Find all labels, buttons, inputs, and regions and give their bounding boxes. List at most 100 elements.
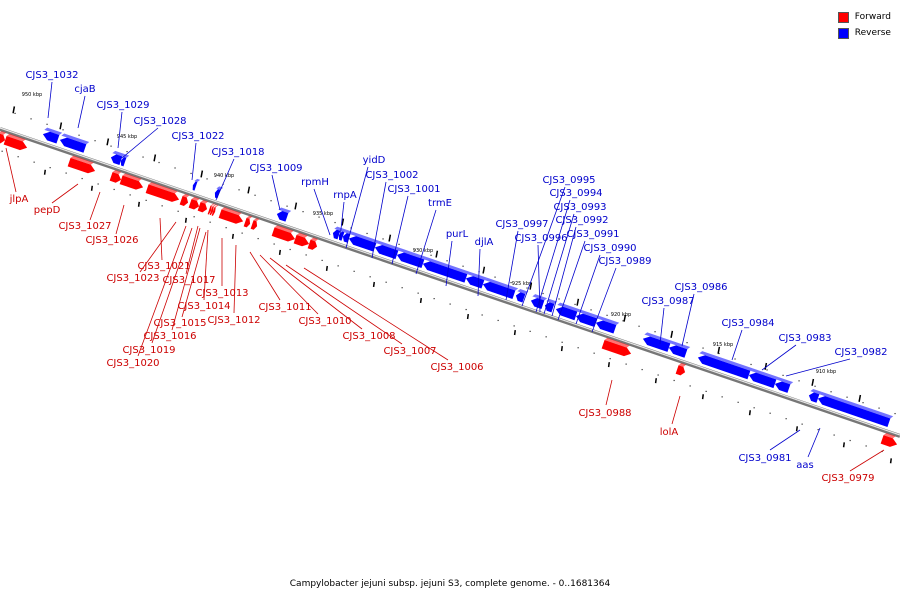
minor-tick-dot — [14, 112, 16, 114]
tick-label: 915 kbp — [713, 342, 733, 348]
minor-tick-dot — [225, 227, 227, 229]
minor-tick-dot — [862, 402, 864, 404]
gene-top — [546, 298, 558, 304]
minor-tick-dot — [753, 407, 755, 409]
major-tick — [137, 201, 140, 207]
major-tick — [184, 217, 187, 223]
reverse-gene — [374, 240, 402, 260]
major-tick — [372, 281, 375, 288]
forward-gene — [207, 203, 215, 215]
gene-label: CJS3_1021 — [137, 261, 190, 272]
major-tick — [842, 442, 845, 448]
reverse-gene — [575, 309, 601, 328]
gene-body — [119, 175, 144, 190]
backbone — [0, 127, 900, 438]
forward-gene — [188, 196, 200, 210]
minor-tick-dot — [398, 243, 400, 245]
gene-body — [774, 381, 791, 393]
gene-label: CJS3_0986 — [674, 282, 727, 293]
gene-body — [211, 206, 216, 216]
reverse-gene — [59, 133, 90, 153]
leader-line — [51, 183, 79, 204]
major-tick — [607, 362, 610, 368]
minor-tick-dot — [401, 287, 403, 289]
reverse-gene — [544, 298, 558, 313]
minor-tick-dot — [814, 385, 816, 387]
major-tick — [701, 394, 704, 400]
gene-label: CJS3_0994 — [549, 188, 602, 199]
major-tick — [200, 170, 204, 178]
minor-tick-dot — [497, 319, 499, 322]
gene-top — [597, 316, 620, 325]
minor-tick-dot — [542, 292, 544, 295]
gene-body — [293, 234, 310, 247]
gene-top — [484, 277, 519, 291]
leader-line — [591, 267, 617, 333]
gene-label: aas — [796, 460, 813, 471]
minor-tick-dot — [849, 439, 851, 442]
gene-body — [250, 220, 258, 230]
gene-body — [465, 276, 485, 289]
major-tick — [247, 186, 251, 194]
gene-label: CJS3_0981 — [738, 453, 791, 464]
minor-tick-dot — [142, 156, 144, 158]
minor-tick-dot — [446, 260, 448, 262]
minor-tick-dot — [833, 434, 835, 436]
forward-gene — [0, 131, 7, 144]
gene-body — [748, 372, 777, 389]
forward-gene — [601, 337, 632, 357]
minor-tick-dot — [145, 199, 147, 201]
gene-body — [179, 196, 189, 206]
gene-label: CJS3_1032 — [25, 70, 78, 81]
reverse-gene — [348, 232, 380, 252]
minor-tick-dot — [785, 418, 787, 420]
minor-tick-dot — [126, 151, 128, 153]
gene-top — [398, 248, 428, 260]
minor-tick-dot — [94, 140, 96, 142]
tick-label: 940 kbp — [214, 173, 234, 179]
minor-tick-dot — [718, 352, 720, 355]
minor-tick-dot — [289, 248, 291, 251]
gene-top — [194, 178, 201, 183]
reverse-gene — [42, 127, 63, 144]
gene-top — [221, 207, 242, 216]
reverse-swatch — [837, 27, 849, 39]
minor-tick-dot — [702, 347, 704, 349]
minor-tick-dot — [161, 205, 163, 207]
leader-line — [505, 230, 519, 301]
gene-label: CJS3_0989 — [598, 256, 651, 267]
gene-body — [697, 355, 751, 380]
reverse-gene — [396, 248, 428, 269]
gene-body — [109, 172, 122, 183]
minor-tick-dot — [417, 292, 419, 294]
major-tick — [529, 282, 533, 290]
minor-tick-dot — [494, 276, 496, 278]
minor-tick-dot — [590, 309, 592, 311]
minor-tick-dot — [577, 347, 579, 349]
reverse-gene — [530, 294, 548, 309]
leader-line — [303, 267, 449, 361]
gene-body — [110, 154, 123, 165]
minor-tick-dot — [609, 358, 611, 360]
gene-top — [246, 215, 253, 219]
gene-label: CJS3_1019 — [122, 345, 175, 356]
minor-tick-dot — [689, 385, 691, 387]
minor-tick-dot — [318, 216, 320, 218]
reverse-gene — [595, 316, 620, 334]
minor-tick-dot — [353, 270, 355, 272]
gene-top — [670, 341, 691, 350]
minor-tick-dot — [337, 265, 339, 267]
gene-body — [192, 181, 198, 191]
leader-line — [445, 240, 453, 287]
minor-tick-dot — [798, 380, 800, 382]
gene-top — [810, 388, 823, 395]
gene-top — [604, 337, 630, 348]
forward-gene — [271, 225, 296, 242]
minor-tick-dot — [158, 161, 160, 164]
leader-line — [535, 199, 571, 313]
caption: Campylobacter jejuni subsp. jejuni S3, c… — [289, 579, 611, 589]
gene-body — [342, 233, 351, 243]
reverse-gene — [276, 207, 292, 222]
reverse-gene — [668, 341, 691, 358]
leader-line — [285, 264, 403, 345]
